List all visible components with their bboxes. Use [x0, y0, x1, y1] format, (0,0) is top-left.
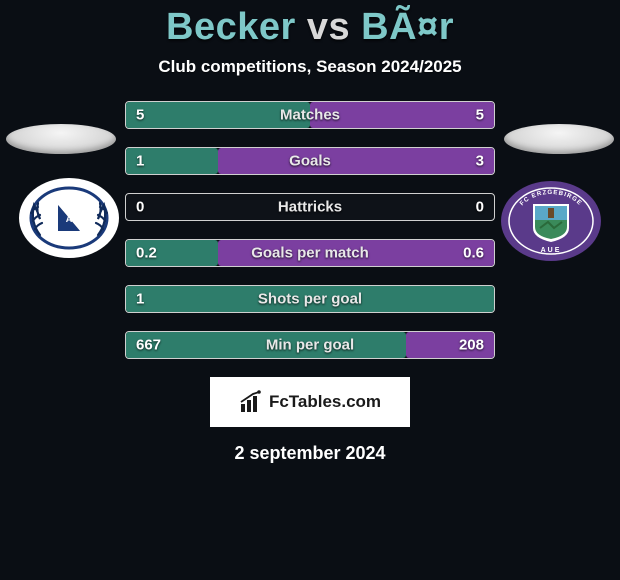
stat-label: Goals per match [251, 245, 369, 262]
stat-value-left: 1 [136, 291, 144, 308]
stat-label: Shots per goal [258, 291, 362, 308]
date-label: 2 september 2024 [0, 443, 620, 464]
player-photo-right [504, 124, 614, 154]
svg-text:AUE: AUE [541, 247, 562, 254]
stat-value-right: 0 [476, 199, 484, 216]
stat-row: 1 3 Goals [125, 147, 495, 175]
title-vs: vs [307, 6, 350, 48]
stat-row: 0 0 Hattricks [125, 193, 495, 221]
footer-brand-box[interactable]: FcTables.com [210, 377, 410, 427]
stat-value-right: 0.6 [463, 245, 484, 262]
stat-label: Hattricks [278, 199, 342, 216]
club-crest-left-icon: A [18, 177, 120, 259]
stat-value-left: 1 [136, 153, 144, 170]
club-badge-left: A [18, 177, 120, 259]
stat-value-right: 208 [459, 337, 484, 354]
stat-row: 1 Shots per goal [125, 285, 495, 313]
stat-row: 5 5 Matches [125, 101, 495, 129]
title-player-right: BÃ¤r [361, 6, 454, 48]
chart-icon [239, 390, 263, 414]
club-crest-right-icon: FC ERZGEBIRGE AUE [500, 180, 602, 262]
stat-label: Matches [280, 107, 340, 124]
page-title: Becker vs BÃ¤r [0, 0, 620, 49]
stat-label: Min per goal [266, 337, 354, 354]
stat-value-right: 5 [476, 107, 484, 124]
subtitle: Club competitions, Season 2024/2025 [0, 57, 620, 77]
footer-brand-text: FcTables.com [269, 392, 381, 412]
stat-value-left: 667 [136, 337, 161, 354]
stat-bar-right [218, 148, 494, 174]
stat-value-left: 0 [136, 199, 144, 216]
stat-row: 667 208 Min per goal [125, 331, 495, 359]
title-player-left: Becker [166, 6, 296, 48]
player-photo-left [6, 124, 116, 154]
stat-value-right: 3 [476, 153, 484, 170]
stat-value-left: 5 [136, 107, 144, 124]
stat-row: 0.2 0.6 Goals per match [125, 239, 495, 267]
stat-value-left: 0.2 [136, 245, 157, 262]
stat-label: Goals [289, 153, 331, 170]
svg-text:A: A [66, 214, 73, 224]
club-badge-right: FC ERZGEBIRGE AUE [500, 180, 602, 262]
stats-table: 5 5 Matches 1 3 Goals 0 0 Hattricks 0.2 0.6 Goals p… [125, 101, 495, 359]
